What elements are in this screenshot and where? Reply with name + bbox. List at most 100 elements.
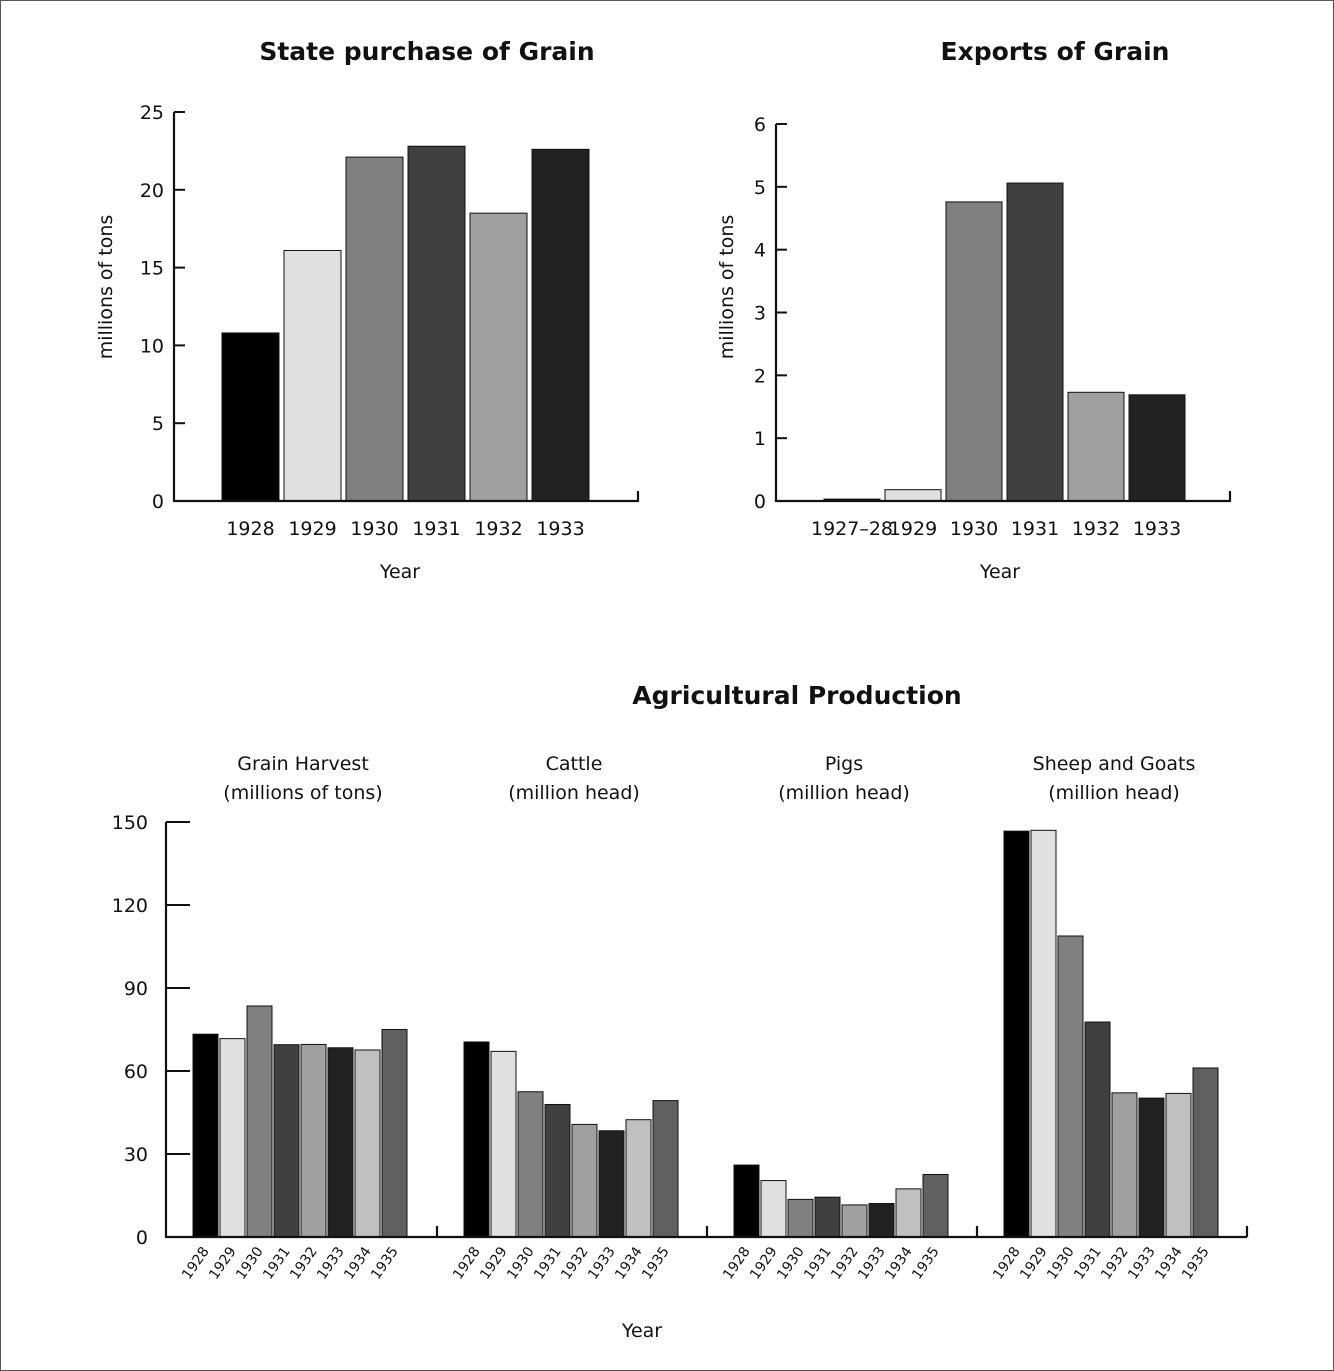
bar [1003,830,1030,1238]
bar [345,156,404,502]
group-sublabel: (million head) [778,782,910,804]
x-tick-label: 1931 [531,1244,565,1282]
bar [1030,829,1057,1238]
bar-group: Sheep and Goats(million head)19281929193… [990,753,1219,1282]
x-tick-label: 1930 [1044,1244,1078,1282]
y-tick-label: 0 [136,1227,148,1249]
axes [774,124,1232,503]
x-tick-label: 1933 [585,1244,619,1282]
y-tick-label: 120 [112,895,148,917]
x-tick-label: 1929 [206,1244,240,1282]
x-tick-label: 1929 [747,1244,781,1282]
chart-state-purchase: State purchase of Grain millions of tons… [95,37,640,583]
bar [884,489,942,502]
bar [300,1043,327,1238]
bar [283,249,342,502]
bar [219,1038,246,1238]
x-tick-label: 1929 [1017,1244,1051,1282]
bar-group: Grain Harvest(millions of tons)192819291… [179,753,408,1282]
bar [1192,1067,1219,1238]
y-tick-label: 90 [124,978,148,1000]
x-axis-label: Year [979,561,1020,583]
x-tick-label: 1935 [639,1244,673,1282]
x-tick-label: 1933 [1133,518,1181,540]
bar [1165,1092,1192,1238]
axes [164,822,1249,1239]
bar [868,1203,895,1238]
x-tick-label: 1931 [1011,518,1059,540]
y-axis-label: millions of tons [95,215,117,360]
bar [841,1204,868,1238]
y-tick-label: 3 [754,303,766,325]
bar-group: Pigs(million head)1928192919301931193219… [720,753,949,1282]
y-tick-label: 60 [124,1061,148,1083]
chart-title: Agricultural Production [632,681,961,710]
y-tick-label: 0 [754,491,766,513]
x-tick-label: 1930 [350,518,398,540]
bar [1128,394,1186,502]
x-tick-label: 1934 [1152,1244,1186,1282]
y-tick-label: 15 [140,258,164,280]
x-tick-label: 1930 [504,1244,538,1282]
bar [814,1196,841,1238]
bar [922,1173,949,1238]
y-tick-label: 6 [754,114,766,136]
bar [945,201,1003,502]
bar [192,1033,219,1238]
y-tick-label: 5 [754,177,766,199]
bar [571,1123,598,1238]
bar [221,332,280,502]
bar [273,1044,300,1238]
bar [463,1041,490,1238]
x-tick-label: 1935 [909,1244,943,1282]
x-tick-label: 1932 [1098,1244,1132,1282]
bar [1138,1097,1165,1238]
bar [327,1047,354,1238]
group-label: Sheep and Goats [1033,753,1196,775]
x-tick-label: 1928 [990,1244,1024,1282]
bar [246,1005,273,1238]
x-tick-label: 1928 [450,1244,484,1282]
x-tick-label: 1929 [889,518,937,540]
chart-exports: Exports of Grain millions of tons Year 0… [716,37,1232,583]
x-tick-label: 1933 [536,518,584,540]
bar [490,1050,517,1238]
chart-title: State purchase of Grain [259,37,594,66]
x-tick-label: 1932 [287,1244,321,1282]
x-axis-label: Year [621,1320,662,1342]
x-tick-label: 1929 [288,518,336,540]
x-tick-label: 1931 [412,518,460,540]
bar [354,1049,381,1238]
x-tick-label: 1927–28 [811,518,893,540]
bar [407,145,466,502]
x-tick-label: 1933 [1125,1244,1159,1282]
y-tick-label: 10 [140,335,164,357]
y-tick-label: 1 [754,428,766,450]
group-sublabel: (millions of tons) [223,782,382,804]
bar [517,1091,544,1238]
x-tick-label: 1928 [226,518,274,540]
y-axis-label: millions of tons [716,215,738,360]
group-sublabel: (million head) [1048,782,1180,804]
x-tick-label: 1931 [801,1244,835,1282]
x-tick-label: 1935 [1179,1244,1213,1282]
chart-title: Exports of Grain [941,37,1170,66]
x-tick-label: 1934 [341,1244,375,1282]
bar-group: Cattle (million head) 19281929193019311932… [450,753,679,1282]
x-tick-label: 1932 [828,1244,862,1282]
x-tick-label: 1928 [720,1244,754,1282]
y-tick-label: 25 [140,102,164,124]
bar [1006,182,1064,502]
x-axis-label: Year [379,561,420,583]
bar [760,1180,787,1238]
bar [733,1164,760,1238]
y-tick-label: 20 [140,180,164,202]
x-tick-label: 1930 [233,1244,267,1282]
bar [598,1130,625,1238]
y-tick-label: 0 [152,491,164,513]
axes [172,112,640,503]
x-tick-label: 1931 [260,1244,294,1282]
group-label: Grain Harvest [237,753,369,775]
y-tick-label: 4 [754,240,766,262]
